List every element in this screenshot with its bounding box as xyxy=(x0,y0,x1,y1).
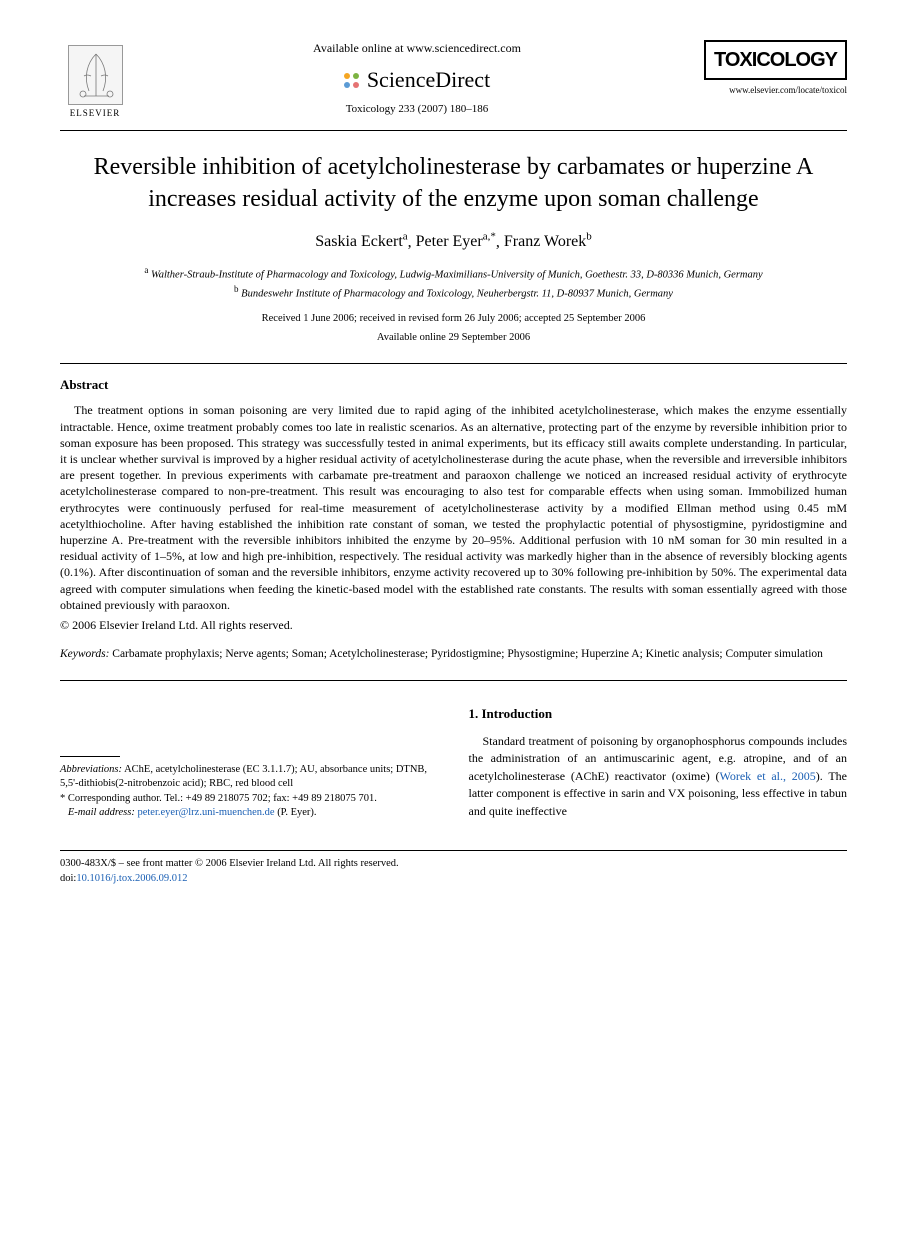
author: Peter Eyera,* xyxy=(416,233,496,250)
received-dates: Received 1 June 2006; received in revise… xyxy=(60,312,847,327)
abbrev-label: Abbreviations: xyxy=(60,764,122,775)
doi-label: doi: xyxy=(60,873,76,884)
email-footnote: E-mail address: peter.eyer@lrz.uni-muenc… xyxy=(60,806,439,820)
keywords-block: Keywords: Carbamate prophylaxis; Nerve a… xyxy=(60,646,847,662)
affiliation: b Bundeswehr Institute of Pharmacology a… xyxy=(60,283,847,302)
sd-dot xyxy=(353,82,359,88)
abstract-copyright: © 2006 Elsevier Ireland Ltd. All rights … xyxy=(60,617,847,634)
corresponding-email-link[interactable]: peter.eyer@lrz.uni-muenchen.de xyxy=(137,807,274,818)
authors-line: Saskia Eckerta, Peter Eyera,*, Franz Wor… xyxy=(60,230,847,254)
keywords-text: Carbamate prophylaxis; Nerve agents; Som… xyxy=(112,648,823,660)
footnotes-rule xyxy=(60,756,120,757)
abstract-top-rule xyxy=(60,363,847,364)
journal-url: www.elsevier.com/locate/toxicol xyxy=(704,84,847,97)
right-column: 1. Introduction Standard treatment of po… xyxy=(469,705,848,820)
footer-rule xyxy=(60,850,847,851)
abstract-body: The treatment options in soman poisoning… xyxy=(60,402,847,612)
online-date: Available online 29 September 2006 xyxy=(60,331,847,346)
doi-link[interactable]: 10.1016/j.tox.2006.09.012 xyxy=(76,873,187,884)
journal-logo-block: TOXICOLOGY www.elsevier.com/locate/toxic… xyxy=(704,40,847,97)
email-who: (P. Eyer). xyxy=(277,807,316,818)
available-online-text: Available online at www.sciencedirect.co… xyxy=(130,40,704,57)
journal-name-box: TOXICOLOGY xyxy=(704,40,847,80)
two-column-body: Abbreviations: AChE, acetylcholinesteras… xyxy=(60,705,847,820)
center-header: Available online at www.sciencedirect.co… xyxy=(130,40,704,117)
introduction-body: Standard treatment of poisoning by organ… xyxy=(469,733,848,820)
sd-dots-icon xyxy=(344,73,359,88)
sciencedirect-text: ScienceDirect xyxy=(367,65,490,96)
article-title: Reversible inhibition of acetylcholinest… xyxy=(60,151,847,216)
footer-doi: doi:10.1016/j.tox.2006.09.012 xyxy=(60,872,847,887)
footnotes: Abbreviations: AChE, acetylcholinesteras… xyxy=(60,763,439,820)
elsevier-label: ELSEVIER xyxy=(70,107,121,120)
header-rule xyxy=(60,130,847,131)
corresponding-author-footnote: * Corresponding author. Tel.: +49 89 218… xyxy=(60,792,439,806)
footer-copyright: 0300-483X/$ – see front matter © 2006 El… xyxy=(60,857,847,872)
elsevier-logo: ELSEVIER xyxy=(60,40,130,120)
header-row: ELSEVIER Available online at www.science… xyxy=(60,40,847,120)
affiliations: a Walther-Straub-Institute of Pharmacolo… xyxy=(60,264,847,302)
sciencedirect-logo: ScienceDirect xyxy=(130,65,704,96)
abstract-heading: Abstract xyxy=(60,376,847,394)
sd-dot xyxy=(353,73,359,79)
keywords-label: Keywords: xyxy=(60,648,109,660)
email-label: E-mail address: xyxy=(68,807,135,818)
journal-reference: Toxicology 233 (2007) 180–186 xyxy=(130,102,704,117)
abstract-bottom-rule xyxy=(60,680,847,681)
footer: 0300-483X/$ – see front matter © 2006 El… xyxy=(60,857,847,886)
sd-dot xyxy=(344,82,350,88)
elsevier-tree-icon xyxy=(68,45,123,105)
author: Franz Worekb xyxy=(504,233,592,250)
affiliation: a Walther-Straub-Institute of Pharmacolo… xyxy=(60,264,847,283)
introduction-heading: 1. Introduction xyxy=(469,705,848,723)
citation-link[interactable]: Worek et al., 2005 xyxy=(719,769,815,783)
author: Saskia Eckerta xyxy=(315,233,407,250)
sd-dot xyxy=(344,73,350,79)
left-column: Abbreviations: AChE, acetylcholinesteras… xyxy=(60,705,439,820)
abbreviations-footnote: Abbreviations: AChE, acetylcholinesteras… xyxy=(60,763,439,791)
